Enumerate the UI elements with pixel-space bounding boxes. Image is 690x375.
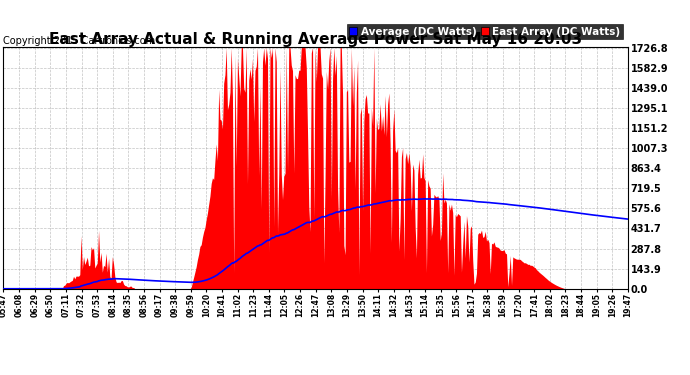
Title: East Array Actual & Running Average Power Sat May 16 20:03: East Array Actual & Running Average Powe… <box>49 32 582 47</box>
Text: Copyright 2015 Cartronics.com: Copyright 2015 Cartronics.com <box>3 36 155 46</box>
Legend: Average (DC Watts), East Array (DC Watts): Average (DC Watts), East Array (DC Watts… <box>346 24 622 39</box>
